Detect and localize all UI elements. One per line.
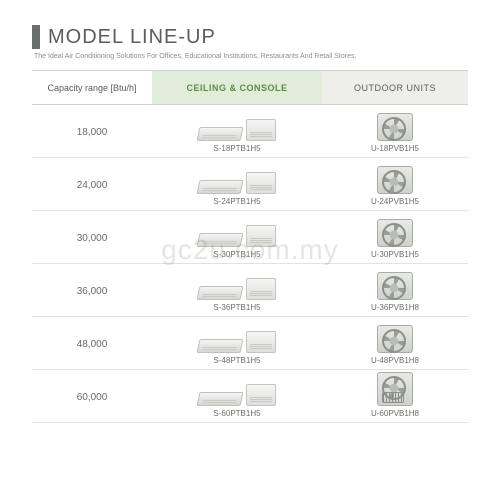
outdoor-model-label: U-24PVB1H5 [326, 197, 464, 206]
col-outdoor: OUTDOOR UNITS [322, 71, 468, 105]
capacity-cell: 60,000 [32, 370, 152, 423]
title-bar: MODEL LINE-UP [32, 25, 468, 49]
page-subtitle: The Ideal Air Conditioning Solutions For… [34, 53, 468, 60]
indoor-model-label: S-30PTB1H5 [156, 250, 318, 259]
lineup-table: Capacity range [Btu/h] CEILING & CONSOLE… [32, 70, 468, 423]
col-indoor: CEILING & CONSOLE [152, 71, 322, 105]
console-unit-icon [246, 278, 276, 300]
outdoor-unit-shape [377, 325, 413, 353]
indoor-model-label: S-48PTB1H5 [156, 356, 318, 365]
console-unit-icon [246, 172, 276, 194]
indoor-unit-icon [156, 376, 318, 406]
outdoor-unit-icon [326, 376, 464, 406]
indoor-model-label: S-24PTB1H5 [156, 197, 318, 206]
outdoor-unit-shape [377, 272, 413, 300]
outdoor-unit-icon [326, 270, 464, 300]
outdoor-cell: U-30PVB1H5 [322, 211, 468, 264]
table-row: 24,000 S-24PTB1H5 U-24PVB1H5 [32, 158, 468, 211]
capacity-cell: 30,000 [32, 211, 152, 264]
outdoor-cell: U-36PVB1H8 [322, 264, 468, 317]
outdoor-unit-shape [377, 219, 413, 247]
outdoor-model-label: U-48PVB1H8 [326, 356, 464, 365]
indoor-cell: S-18PTB1H5 [152, 105, 322, 158]
outdoor-model-label: U-36PVB1H8 [326, 303, 464, 312]
indoor-cell: S-36PTB1H5 [152, 264, 322, 317]
table-row: 48,000 S-48PTB1H5 U-48PVB1H8 [32, 317, 468, 370]
outdoor-cell: U-18PVB1H5 [322, 105, 468, 158]
indoor-unit-icon [156, 164, 318, 194]
capacity-cell: 18,000 [32, 105, 152, 158]
col-capacity: Capacity range [Btu/h] [32, 71, 152, 105]
console-unit-icon [246, 225, 276, 247]
console-unit-icon [246, 119, 276, 141]
indoor-cell: S-60PTB1H5 [152, 370, 322, 423]
outdoor-model-label: U-18PVB1H5 [326, 144, 464, 153]
outdoor-unit-icon [326, 217, 464, 247]
indoor-cell: S-30PTB1H5 [152, 211, 322, 264]
ceiling-unit-icon [197, 180, 244, 194]
outdoor-unit-shape [377, 113, 413, 141]
outdoor-model-label: U-60PVB1H8 [326, 409, 464, 418]
outdoor-model-label: U-30PVB1H5 [326, 250, 464, 259]
table-header: Capacity range [Btu/h] CEILING & CONSOLE… [32, 71, 468, 105]
outdoor-cell: U-60PVB1H8 [322, 370, 468, 423]
indoor-unit-icon [156, 217, 318, 247]
indoor-cell: S-24PTB1H5 [152, 158, 322, 211]
console-unit-icon [246, 384, 276, 406]
capacity-cell: 48,000 [32, 317, 152, 370]
page: MODEL LINE-UP The Ideal Air Conditioning… [0, 0, 500, 433]
table-row: 60,000 S-60PTB1H5 U-60PVB1H8 [32, 370, 468, 423]
outdoor-unit-icon [326, 164, 464, 194]
ceiling-unit-icon [197, 286, 244, 300]
ceiling-unit-icon [197, 339, 244, 353]
ceiling-unit-icon [197, 233, 244, 247]
outdoor-unit-shape [377, 372, 413, 406]
title-accent [32, 25, 40, 49]
ceiling-unit-icon [197, 127, 244, 141]
outdoor-unit-icon [326, 323, 464, 353]
indoor-unit-icon [156, 111, 318, 141]
indoor-model-label: S-18PTB1H5 [156, 144, 318, 153]
page-title: MODEL LINE-UP [48, 26, 216, 49]
indoor-unit-icon [156, 323, 318, 353]
outdoor-unit-icon [326, 111, 464, 141]
capacity-cell: 36,000 [32, 264, 152, 317]
indoor-model-label: S-36PTB1H5 [156, 303, 318, 312]
table-row: 30,000 S-30PTB1H5 U-30PVB1H5 [32, 211, 468, 264]
indoor-cell: S-48PTB1H5 [152, 317, 322, 370]
indoor-model-label: S-60PTB1H5 [156, 409, 318, 418]
ceiling-unit-icon [197, 392, 244, 406]
table-row: 36,000 S-36PTB1H5 U-36PVB1H8 [32, 264, 468, 317]
outdoor-cell: U-24PVB1H5 [322, 158, 468, 211]
outdoor-unit-shape [377, 166, 413, 194]
console-unit-icon [246, 331, 276, 353]
indoor-unit-icon [156, 270, 318, 300]
outdoor-cell: U-48PVB1H8 [322, 317, 468, 370]
capacity-cell: 24,000 [32, 158, 152, 211]
table-row: 18,000 S-18PTB1H5 U-18PVB1H5 [32, 105, 468, 158]
